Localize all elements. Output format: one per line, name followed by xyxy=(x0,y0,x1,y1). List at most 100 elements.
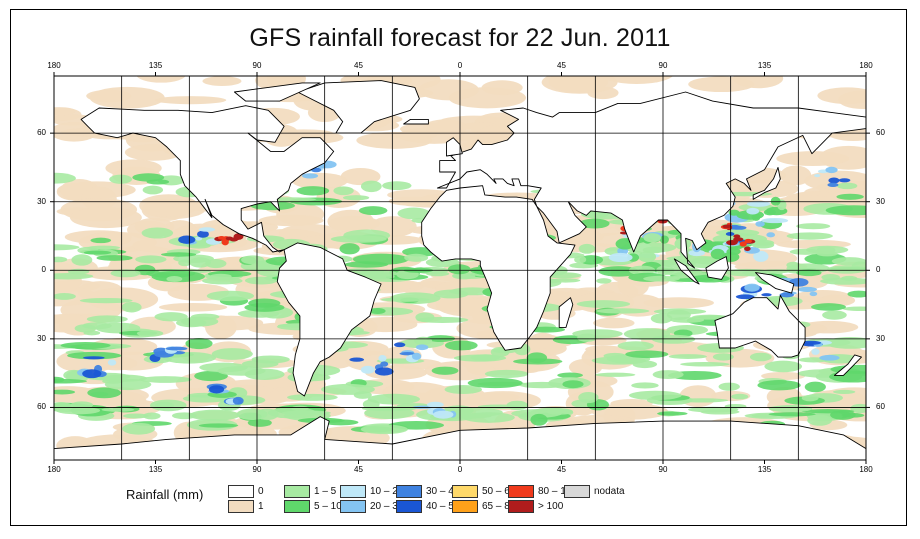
rain-cell xyxy=(178,235,196,244)
rain-cell xyxy=(67,351,122,360)
rain-cell xyxy=(54,273,94,280)
rain-cell xyxy=(467,377,523,389)
rain-cell xyxy=(594,372,636,377)
legend-item-label: 0 xyxy=(258,486,264,497)
rain-cell xyxy=(369,308,386,315)
rain-cell xyxy=(828,177,840,184)
rain-cell xyxy=(104,378,152,391)
legend-swatch xyxy=(228,485,254,498)
rain-cell xyxy=(393,342,406,348)
rain-cell xyxy=(69,207,142,229)
rain-cell xyxy=(814,173,821,178)
rain-cell xyxy=(829,370,866,383)
rain-cell xyxy=(577,333,597,342)
bottom-lon-label: 45 xyxy=(354,465,363,474)
rain-cell xyxy=(426,401,444,408)
rain-cell xyxy=(149,399,187,412)
rain-cell xyxy=(526,352,548,364)
rain-cell xyxy=(399,352,416,356)
right-lat-label: 60 xyxy=(876,402,885,412)
rain-cell xyxy=(328,215,381,232)
rain-cell xyxy=(751,241,775,249)
rain-cell xyxy=(578,392,599,404)
rain-cell xyxy=(579,218,610,229)
rain-cell xyxy=(819,354,840,361)
bottom-lon-label: 90 xyxy=(252,465,262,474)
legend-item-label: 40 – 50 xyxy=(426,501,460,512)
rain-cell xyxy=(770,196,781,206)
left-lat-label: 60 xyxy=(37,128,46,138)
rain-cell xyxy=(768,405,813,413)
arctic-islands-outline xyxy=(233,82,321,102)
rain-cell xyxy=(652,370,684,379)
rain-cell xyxy=(135,255,167,264)
rain-cell xyxy=(574,255,587,264)
north-america-outline xyxy=(80,105,335,253)
rain-cell xyxy=(367,393,420,405)
rain-cell xyxy=(530,413,548,426)
top-lon-label: 90 xyxy=(658,61,668,70)
rain-cell xyxy=(591,356,647,365)
top-lon-label: 135 xyxy=(148,61,163,70)
rain-cell xyxy=(825,205,866,216)
rain-cell xyxy=(578,243,596,254)
rain-cell xyxy=(749,352,772,362)
rain-cell xyxy=(735,294,755,300)
rain-cell xyxy=(90,237,112,244)
rain-cell xyxy=(60,342,111,349)
rain-cell xyxy=(352,253,409,265)
legend-item-label: 5 – 10 xyxy=(314,501,342,512)
greenland-outline xyxy=(297,80,420,134)
rain-cell xyxy=(729,240,739,243)
madagascar-outline xyxy=(558,297,574,328)
rain-cell xyxy=(668,354,707,359)
legend-swatch xyxy=(508,500,534,513)
rain-cell xyxy=(841,413,865,418)
rain-cell xyxy=(838,178,851,183)
rain-cell xyxy=(414,336,433,345)
rain-cell xyxy=(166,275,183,282)
rain-cell xyxy=(796,269,822,277)
legend-item-label: 80 – 100 xyxy=(538,486,577,497)
rain-cell xyxy=(763,209,776,216)
rain-cell xyxy=(780,165,812,186)
left-lat-label: 30 xyxy=(37,333,46,343)
rain-cell xyxy=(380,361,389,367)
rain-cell xyxy=(444,384,482,394)
legend-item-label: 30 – 40 xyxy=(426,486,460,497)
rain-cell xyxy=(378,354,387,362)
rain-cell xyxy=(836,182,858,190)
rain-cell xyxy=(141,227,174,239)
rain-cell xyxy=(850,403,866,414)
iceland-outline xyxy=(403,118,429,125)
rain-cell xyxy=(154,96,227,105)
rain-cell xyxy=(786,261,800,269)
rain-cell xyxy=(339,243,360,255)
rain-cell xyxy=(546,408,574,415)
rain-cell xyxy=(757,380,801,391)
rain-cell xyxy=(596,308,650,314)
rain-cell xyxy=(208,385,225,394)
rain-cell xyxy=(356,131,433,149)
rain-cell xyxy=(258,214,324,227)
rain-cell xyxy=(287,393,338,401)
rain-cell xyxy=(176,318,207,328)
rain-cell xyxy=(688,406,739,413)
rain-cell xyxy=(416,316,469,323)
rain-cell xyxy=(739,241,747,247)
rain-cell xyxy=(232,396,244,405)
rain-cell xyxy=(744,238,752,244)
rain-cell xyxy=(54,256,68,263)
top-lon-label: 45 xyxy=(354,61,363,70)
rain-cell xyxy=(766,232,776,238)
top-lon-label: 45 xyxy=(557,61,566,70)
rain-cell xyxy=(202,277,243,285)
rain-cell xyxy=(369,279,421,290)
rain-cell xyxy=(650,313,673,324)
new-guinea-outline xyxy=(755,272,795,294)
rain-cell xyxy=(79,297,133,304)
rain-cell xyxy=(825,166,838,174)
bottom-lon-label: 90 xyxy=(658,465,668,474)
rain-cell xyxy=(54,378,87,384)
